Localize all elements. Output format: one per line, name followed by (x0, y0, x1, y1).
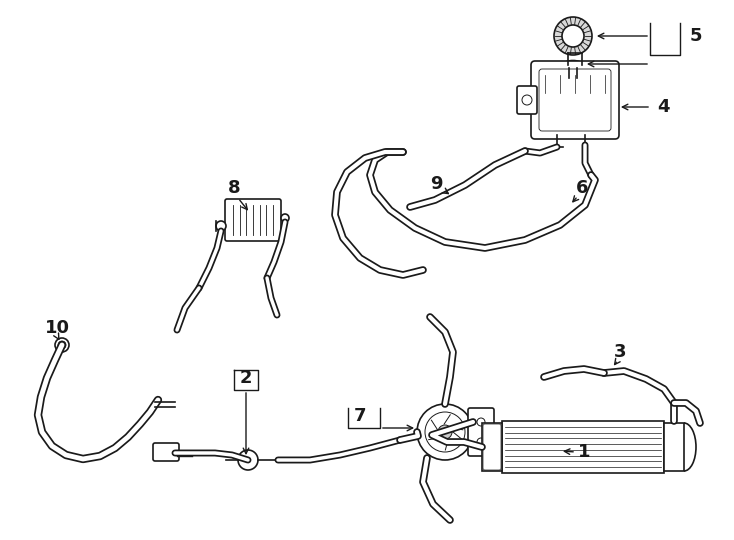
Circle shape (281, 214, 289, 222)
Bar (482, 423, 502, 471)
Circle shape (554, 17, 592, 55)
Text: 4: 4 (657, 98, 669, 116)
Text: 5: 5 (690, 27, 702, 45)
FancyBboxPatch shape (468, 408, 494, 456)
Text: 7: 7 (354, 407, 366, 425)
Circle shape (216, 221, 226, 231)
Bar (502, 421, 664, 473)
Circle shape (55, 338, 69, 352)
Bar (664, 423, 684, 471)
Circle shape (438, 425, 452, 439)
FancyBboxPatch shape (531, 61, 619, 139)
Circle shape (238, 450, 258, 470)
Circle shape (58, 341, 66, 349)
Circle shape (417, 404, 473, 460)
Text: 1: 1 (578, 443, 590, 461)
Text: 2: 2 (240, 369, 252, 387)
FancyBboxPatch shape (517, 86, 537, 114)
Circle shape (562, 25, 584, 47)
Text: 8: 8 (228, 179, 240, 197)
FancyBboxPatch shape (153, 443, 179, 461)
Ellipse shape (567, 62, 578, 66)
Text: 3: 3 (614, 343, 626, 361)
Ellipse shape (564, 60, 582, 68)
Text: 10: 10 (45, 319, 70, 337)
Text: 9: 9 (429, 175, 443, 193)
FancyBboxPatch shape (225, 199, 281, 241)
Text: 6: 6 (575, 179, 588, 197)
